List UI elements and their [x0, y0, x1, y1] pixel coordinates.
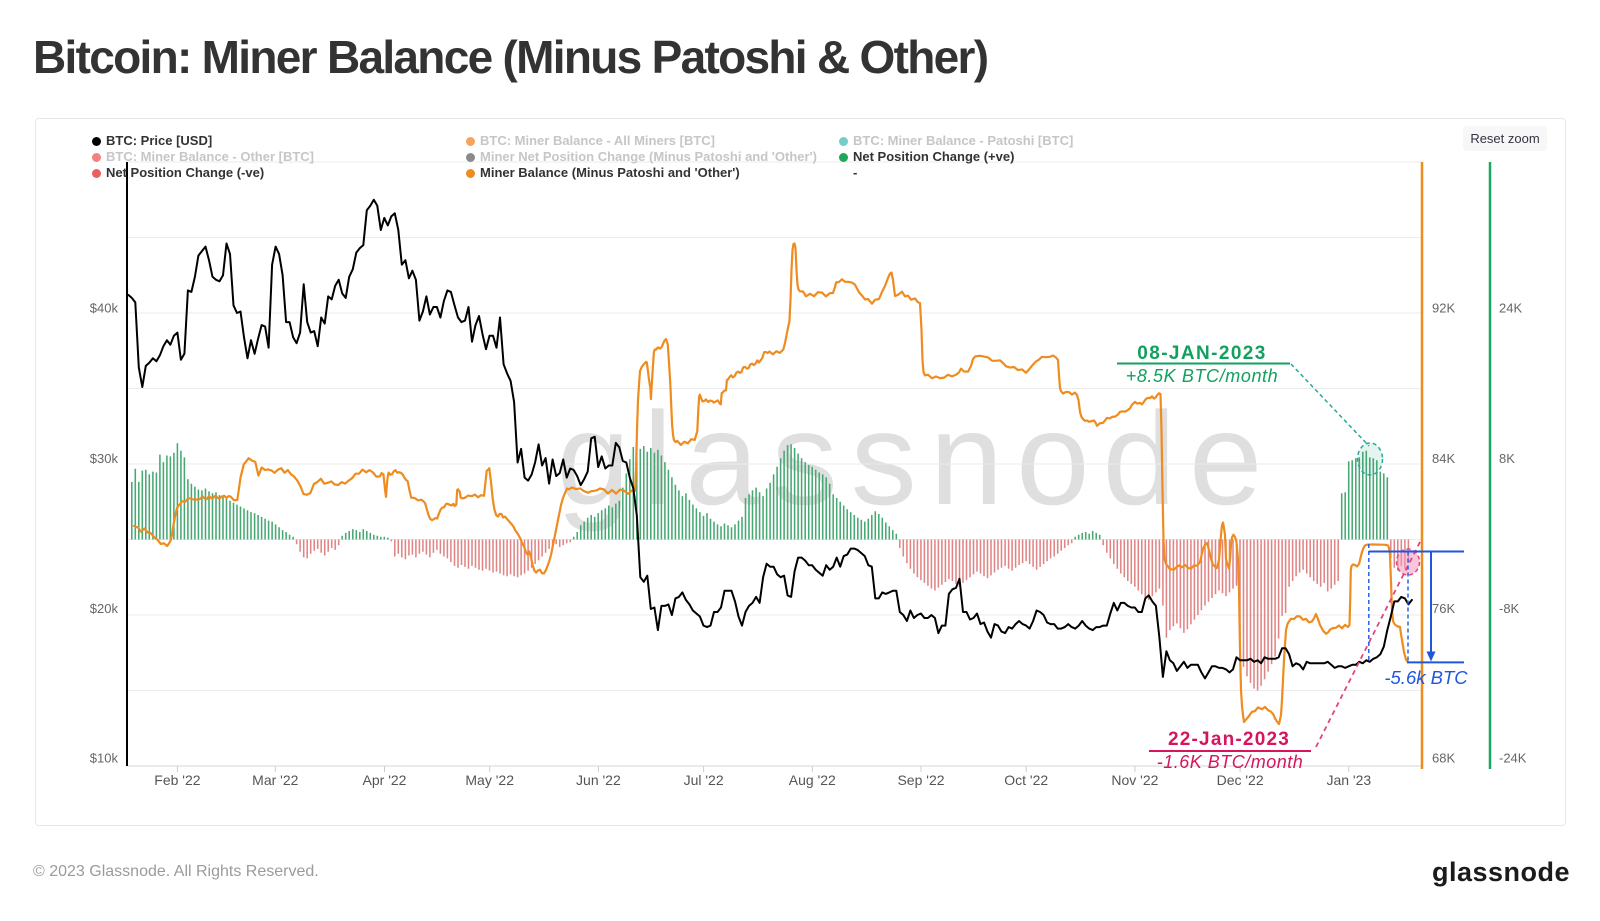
svg-text:84K: 84K: [1432, 451, 1455, 466]
svg-text:Nov '22: Nov '22: [1111, 772, 1158, 788]
svg-text:May '22: May '22: [465, 772, 514, 788]
svg-text:Apr '22: Apr '22: [363, 772, 407, 788]
svg-text:Aug '22: Aug '22: [789, 772, 836, 788]
svg-text:08-JAN-2023: 08-JAN-2023: [1137, 343, 1266, 364]
svg-text:$40k: $40k: [90, 301, 119, 316]
svg-text:-1.6K BTC/month: -1.6K BTC/month: [1157, 752, 1304, 772]
svg-text:8K: 8K: [1499, 451, 1515, 466]
svg-text:$30k: $30k: [90, 451, 119, 466]
svg-text:92K: 92K: [1432, 301, 1455, 316]
svg-text:$20k: $20k: [90, 601, 119, 616]
svg-text:glassnode: glassnode: [557, 385, 1276, 532]
svg-text:Oct '22: Oct '22: [1004, 772, 1048, 788]
svg-text:Jan '23: Jan '23: [1326, 772, 1371, 788]
svg-text:Jul '22: Jul '22: [684, 772, 724, 788]
svg-text:24K: 24K: [1499, 301, 1522, 316]
svg-text:$10k: $10k: [90, 751, 119, 766]
svg-text:-5.6k BTC: -5.6k BTC: [1384, 667, 1468, 688]
svg-text:22-Jan-2023: 22-Jan-2023: [1168, 729, 1290, 750]
svg-text:Mar '22: Mar '22: [252, 772, 298, 788]
svg-text:-8K: -8K: [1499, 601, 1520, 616]
svg-text:Sep '22: Sep '22: [897, 772, 944, 788]
svg-text:Dec '22: Dec '22: [1217, 772, 1264, 788]
svg-text:Feb '22: Feb '22: [154, 772, 200, 788]
svg-text:+8.5K BTC/month: +8.5K BTC/month: [1126, 366, 1279, 386]
svg-text:76K: 76K: [1432, 601, 1455, 616]
svg-text:Jun '22: Jun '22: [576, 772, 621, 788]
svg-text:68K: 68K: [1432, 751, 1455, 766]
svg-text:-24K: -24K: [1499, 751, 1527, 766]
